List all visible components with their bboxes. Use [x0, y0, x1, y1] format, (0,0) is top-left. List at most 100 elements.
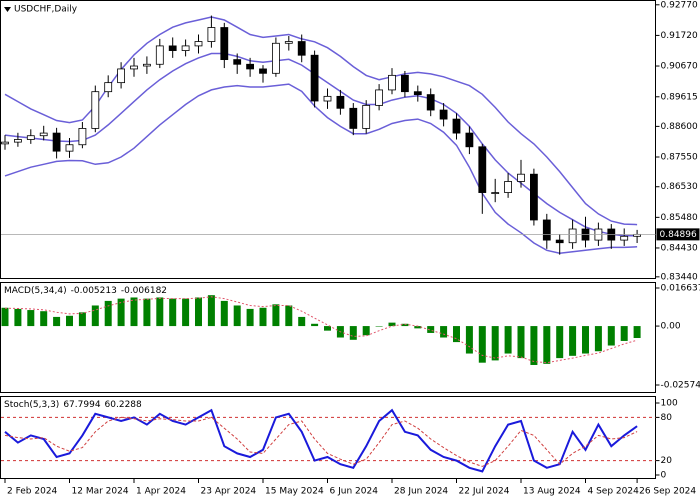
candle-body: [168, 45, 177, 51]
x-tick-label: 2 Feb 2024: [7, 487, 58, 497]
macd-bar: [569, 326, 577, 356]
macd-bar: [14, 308, 22, 327]
candle-body: [194, 41, 203, 47]
y-tick-label: -0.025749: [661, 381, 700, 391]
candle-body: [517, 173, 525, 182]
macd-bar: [78, 312, 86, 327]
price-panel: [0, 0, 656, 279]
candle-body: [555, 239, 564, 244]
y-tick-label: 0.89615: [661, 92, 698, 102]
stoch-line: [4, 408, 638, 473]
menu-arrow: [4, 7, 11, 12]
macd-bar: [259, 307, 267, 327]
y-tick-label: 0.00: [661, 322, 681, 332]
candle-body: [465, 132, 474, 148]
x-tick-label: 15 May 2024: [265, 487, 324, 497]
candle-body: [142, 63, 151, 67]
candle-body: [65, 144, 74, 152]
candle-body: [413, 91, 422, 95]
y-tick-label: 0.88600: [661, 122, 698, 132]
macd-bar: [285, 305, 293, 327]
candle-body: [78, 128, 87, 146]
candle-body: [400, 74, 409, 93]
bollinger-band: [4, 83, 638, 254]
macd-bar: [53, 316, 61, 327]
candle-body: [530, 173, 538, 221]
candle-body: [323, 95, 332, 102]
macd-bar: [594, 326, 602, 352]
macd-bar: [27, 310, 35, 327]
macd-bar: [375, 326, 383, 327]
chart-title: USDCHF,Daily: [14, 5, 78, 15]
candle-body: [271, 42, 280, 74]
macd-bar: [324, 326, 331, 331]
macd-bar: [311, 323, 319, 327]
macd-bar: [388, 322, 396, 327]
indicator-legend: Stoch(5,3,3) 67.7994 60.2288: [4, 400, 142, 410]
current-price-label: 0.84896: [660, 230, 697, 240]
macd-bar: [530, 326, 538, 365]
macd-bar: [401, 323, 409, 327]
x-tick-label: 1 Apr 2024: [136, 487, 186, 497]
macd-bar: [182, 298, 190, 327]
candle-body: [620, 235, 629, 241]
y-tick-label: 0.92770: [661, 0, 698, 10]
macd-bar: [607, 326, 615, 346]
x-tick-label: 13 Aug 2024: [523, 487, 581, 497]
indicator-value: 60.2288: [105, 400, 142, 410]
y-tick-label: 0.85480: [661, 213, 698, 223]
macd-bar: [143, 298, 151, 327]
y-tick-label: 0: [661, 471, 667, 481]
y-tick-label: 20: [661, 456, 673, 466]
macd-bar: [349, 326, 357, 340]
candle-body: [310, 54, 319, 102]
y-tick-label: 0.90670: [661, 62, 698, 72]
x-tick-label: 23 Apr 2024: [201, 487, 257, 497]
y-tick-label: 0.84430: [661, 243, 698, 253]
y-tick-label: 80: [661, 413, 673, 423]
candle-body: [568, 228, 577, 244]
macd-bar: [362, 326, 370, 336]
macd-bar: [556, 326, 564, 359]
candle-body: [1, 141, 9, 145]
indicator-legend: MACD(5,34,4) -0.005213 -0.006182: [4, 286, 167, 296]
macd-bar: [195, 297, 202, 327]
candle-body: [542, 219, 551, 241]
macd-panel: [0, 282, 656, 393]
macd-bar: [298, 316, 306, 327]
candle-body: [104, 82, 113, 93]
y-tick-label: 0.016637: [661, 284, 700, 294]
candle-body: [130, 65, 138, 70]
stoch-line: [4, 416, 638, 467]
candle-body: [39, 132, 48, 137]
x-tick-label: 6 Jun 2024: [330, 487, 379, 497]
candle-body: [181, 45, 190, 51]
candle-body: [220, 27, 229, 61]
macd-bar: [130, 297, 138, 327]
y-tick-label: 0.83440: [661, 272, 698, 282]
macd-bar: [104, 300, 112, 327]
candle-body: [426, 94, 435, 111]
x-tick-label: 4 Sep 2024: [588, 487, 640, 497]
indicator-value: 67.7994: [63, 400, 100, 410]
candle-body: [388, 74, 396, 91]
candle-body: [246, 63, 255, 70]
indicator-value: -0.005213: [71, 286, 117, 296]
y-tick-label: 0.86530: [661, 182, 698, 192]
candle-body: [349, 107, 358, 129]
candle-body: [233, 59, 242, 65]
macd-bar: [207, 295, 215, 327]
macd-bar: [478, 326, 486, 363]
indicator-value: -0.006182: [121, 286, 167, 296]
macd-bar: [582, 326, 589, 354]
macd-bar: [1, 307, 9, 327]
candle-body: [284, 41, 293, 44]
x-tick-label: 12 Mar 2024: [72, 487, 129, 497]
candle-body: [375, 89, 384, 106]
macd-bar: [633, 326, 641, 339]
macd-bar: [220, 300, 228, 327]
y-tick-label: 100: [661, 399, 678, 409]
candle-body: [259, 68, 267, 74]
